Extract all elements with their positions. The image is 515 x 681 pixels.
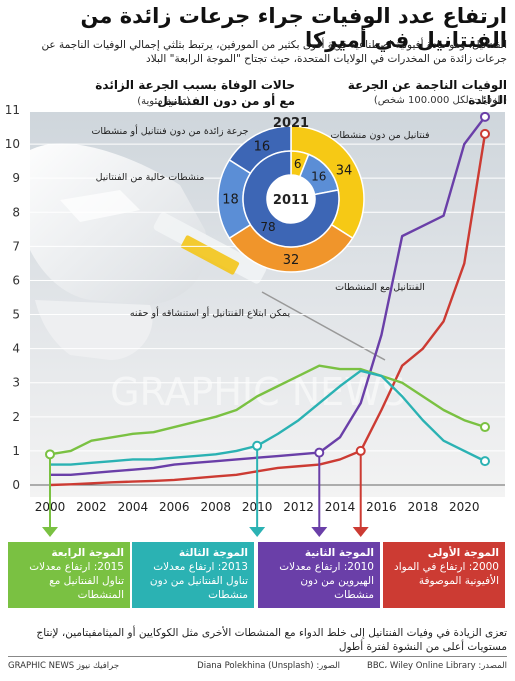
donut-slice-label: 32: [283, 253, 300, 268]
y-tick-label: 6: [12, 273, 20, 287]
photo-label: الصور:: [316, 661, 340, 671]
y-tick-label: 2: [12, 410, 20, 424]
footer-photo: الصور: Diana Polekhina (Unsplash): [170, 661, 340, 671]
donut-heading-line2: مع أو من دون الفنتانيل: [157, 94, 295, 108]
y-tick-label: 7: [12, 239, 20, 253]
series-line-red: [49, 133, 487, 487]
page-title: ارتفاع عدد الوفيات جراء جرعات زائدة من ا…: [80, 4, 507, 52]
donut-slice-label: 18: [222, 193, 239, 208]
wave-title: الموجة الرابعة: [51, 547, 124, 559]
series-line-green: [49, 364, 486, 456]
wave-text: 2000: ارتفاع في المواد الأفيونية الموصوف…: [394, 561, 499, 587]
wave-start-point: [45, 449, 55, 460]
donut-outer-year: 2021: [273, 116, 309, 131]
series-line-purple: [50, 116, 486, 476]
x-tick-label: 2008: [200, 500, 231, 514]
x-tick-label: 2012: [283, 500, 314, 514]
wave-box-teal: الموجة الثالثة 2013: ارتفاع معدلات تناول …: [132, 542, 254, 608]
wave-title: الموجة الثالثة: [178, 547, 248, 559]
wave-arrow: [42, 527, 58, 537]
y-axis-labels: 0 1 2 3 4 5 6 7 8 9 10 11: [5, 103, 20, 492]
series-end-point: [480, 422, 490, 433]
donut-unit: (نسبة مئوية): [137, 96, 190, 107]
wave-arrow: [249, 527, 266, 537]
wave-title: الموجة الثانية: [304, 547, 374, 559]
footer-source: المصدر: BBC، Wiley Online Library: [327, 661, 507, 671]
photo-value: Diana Polekhina (Unsplash): [197, 661, 314, 671]
y-tick-label: 11: [5, 103, 20, 117]
wave-start-point: [252, 440, 263, 451]
y-tick-label: 1: [12, 444, 20, 458]
label-fentanyl-no-stim: فنتانيل من دون منشطات: [330, 130, 429, 141]
footer-brand: GRAPHIC NEWS جرافيك نيوز: [8, 661, 120, 671]
series-end-point: [480, 456, 490, 467]
source-value: BBC، Wiley Online Library: [366, 661, 476, 671]
line-chart-unit: (الوفيات لكل 100.000 شخص): [373, 95, 507, 106]
donut-inner-year: 2011: [273, 193, 309, 208]
donut-slice-label: 78: [260, 220, 275, 234]
x-tick-label: 2014: [325, 500, 356, 514]
donut-heading-line1: حالات الوفاة بسبب الجرعة الزائدة: [95, 78, 295, 92]
y-tick-label: 9: [12, 171, 20, 185]
wave-arrow: [352, 527, 369, 537]
series-end-point: [480, 111, 490, 122]
y-tick-label: 3: [12, 376, 20, 390]
y-tick-label: 5: [12, 308, 20, 322]
source-label: المصدر:: [478, 661, 507, 671]
donut-slice-label: 6: [294, 157, 302, 171]
wave-connectors: [42, 440, 369, 537]
y-tick-label: 0: [12, 478, 20, 492]
watermark-text: GRAPHIC NEWS: [110, 370, 406, 414]
wave-start-point: [314, 447, 325, 458]
donut-slice-label: 16: [311, 169, 326, 183]
series-end-point: [480, 128, 490, 139]
x-axis-labels: 2000200220042006200820102012201420162018…: [35, 500, 480, 514]
label-ingestion-note: يمكن ابتلاع الفنتانيل أو استنشاقه أو حقن…: [130, 306, 291, 319]
footer-divider: [8, 656, 507, 657]
wave-arrow: [311, 527, 328, 537]
donut-chart: 34 32 18 16 6 16 78 2011 2021: [217, 116, 365, 273]
y-tick-label: 10: [5, 137, 20, 151]
x-tick-label: 2020: [449, 500, 480, 514]
series-line-teal: [50, 369, 486, 466]
x-tick-label: 2006: [159, 500, 190, 514]
x-tick-label: 2016: [366, 500, 397, 514]
x-tick-label: 2004: [118, 500, 149, 514]
label-fentanyl-with-stim: الفنتانيل مع المنشطات: [335, 282, 425, 293]
subtitle: الفنتانيل، وهو مادة أفيونية اصطناعية قوي…: [41, 39, 507, 65]
footnote: تعزى الزيادة في وفيات الفنتانيل إلى خلط …: [36, 627, 507, 653]
label-no-fentanyl-no-stim: جرعة زائدة من دون فنتانيل أو منشطات: [91, 124, 248, 137]
line-chart-heading: الوفيات الناجمة عن الجرعة الزائدة: [347, 78, 507, 107]
wave-title: الموجة الأولى: [427, 547, 499, 559]
donut-slice-label: 34: [336, 164, 353, 179]
wave-box-purple: الموجة الثانية 2010: ارتفاع معدلات الهيرو…: [258, 542, 380, 608]
wave-box-red: الموجة الأولى 2000: ارتفاع في المواد الأف…: [383, 542, 505, 608]
donut-center: [267, 175, 315, 223]
donut-slice-label: 16: [254, 140, 271, 155]
wave-start-point: [355, 445, 366, 456]
donut-callouts: فنتانيل من دون منشطات جرعة زائدة من دون …: [91, 124, 429, 319]
wave-text: 2013: ارتفاع معدلات تناول الفنتانيل من د…: [149, 561, 248, 601]
watermark: GRAPHIC NEWS: [110, 370, 406, 414]
x-tick-label: 2018: [408, 500, 439, 514]
wave-box-green: الموجة الرابعة 2015: ارتفاع معدلات تناول …: [8, 542, 130, 608]
x-tick-label: 2002: [76, 500, 107, 514]
y-tick-label: 4: [12, 342, 20, 356]
wave-text: 2010: ارتفاع معدلات الهيروين من دون منشط…: [279, 561, 374, 601]
chart-lines: [49, 111, 490, 487]
y-tick-label: 8: [12, 205, 20, 219]
label-stim-no-fentanyl: منشطات خالية من الفنتانيل: [96, 172, 205, 183]
wave-text: 2015: ارتفاع معدلات تناول الفنتانيل مع ا…: [29, 561, 124, 601]
